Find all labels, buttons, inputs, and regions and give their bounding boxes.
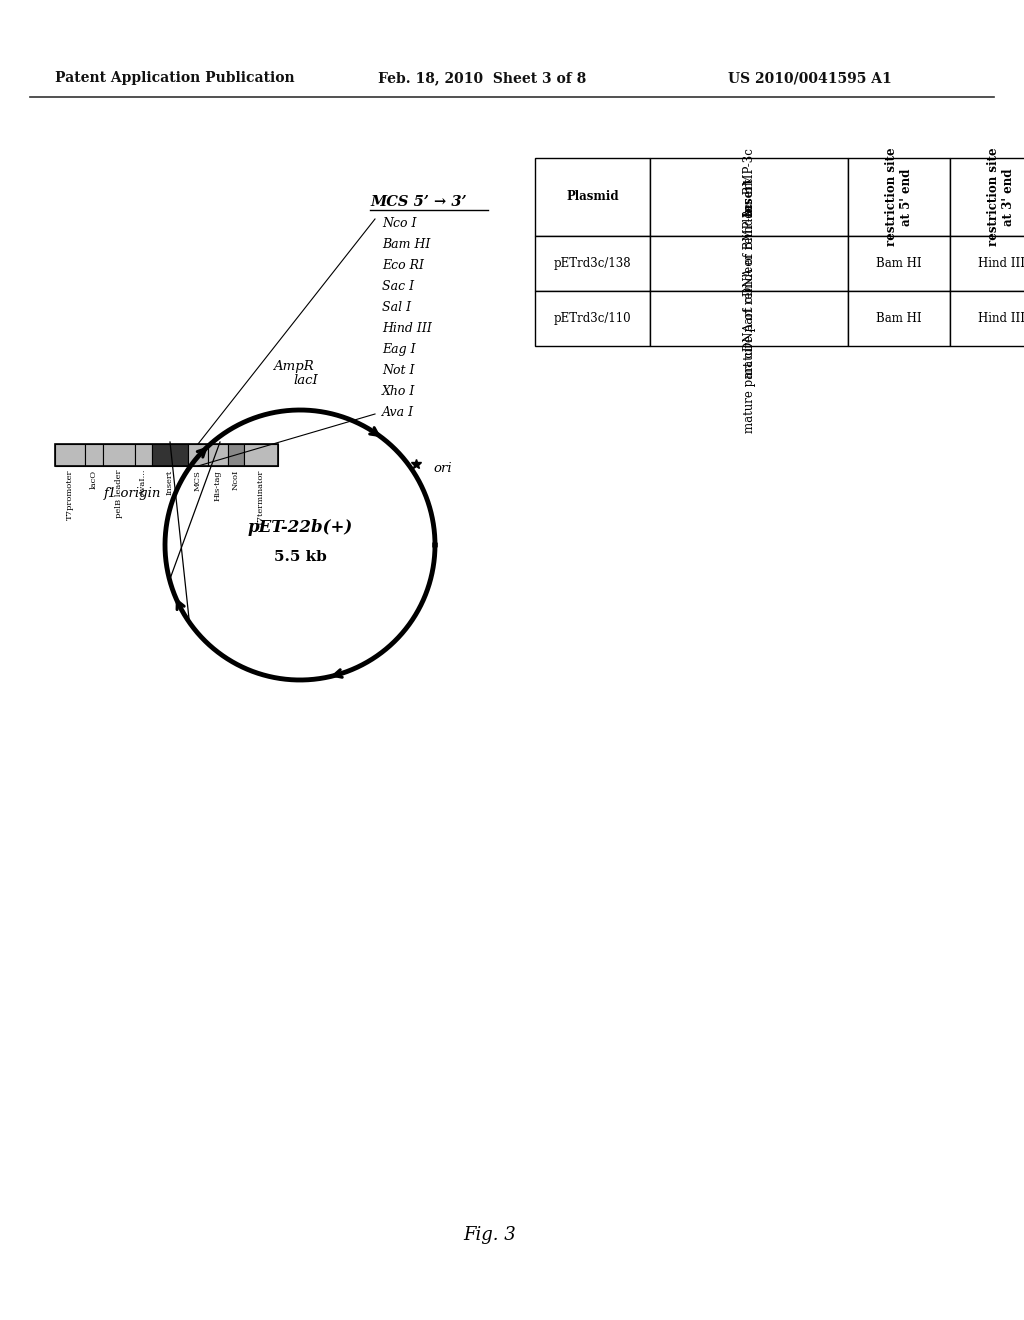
Text: Eco RI: Eco RI xyxy=(382,259,424,272)
Bar xyxy=(950,158,1024,236)
Text: lacO: lacO xyxy=(90,470,98,490)
Bar xyxy=(650,290,848,346)
Text: Sac I: Sac I xyxy=(382,280,414,293)
Text: Eag I: Eag I xyxy=(382,343,416,356)
Text: mature part cDNA of reindeer BMP-3c: mature part cDNA of reindeer BMP-3c xyxy=(742,203,756,433)
Text: Feb. 18, 2010  Sheet 3 of 8: Feb. 18, 2010 Sheet 3 of 8 xyxy=(378,71,587,84)
Text: Ava I: Ava I xyxy=(382,407,414,418)
Bar xyxy=(848,290,950,346)
Text: MCS: MCS xyxy=(194,470,202,491)
Text: Insert: Insert xyxy=(166,470,174,495)
Text: MCS 5’ → 3’: MCS 5’ → 3’ xyxy=(370,195,467,209)
Text: Insert: Insert xyxy=(742,177,756,216)
Bar xyxy=(188,444,208,466)
Text: pETrd3c/110: pETrd3c/110 xyxy=(554,312,632,325)
Bar xyxy=(535,158,650,236)
Bar xyxy=(535,290,650,346)
Bar xyxy=(848,158,950,236)
Bar xyxy=(55,444,278,466)
Text: f1 origin: f1 origin xyxy=(103,487,161,500)
Text: Hind III: Hind III xyxy=(978,312,1024,325)
Text: T7promoter: T7promoter xyxy=(66,470,74,520)
Bar xyxy=(152,444,188,466)
Bar xyxy=(103,444,135,466)
Bar xyxy=(244,444,278,466)
Text: Bam HI: Bam HI xyxy=(382,238,430,251)
Bar xyxy=(650,236,848,290)
Text: Hind III: Hind III xyxy=(978,257,1024,271)
Text: 5.5 kb: 5.5 kb xyxy=(273,550,327,564)
Text: Xho I: Xho I xyxy=(382,385,416,399)
Text: Not I: Not I xyxy=(382,364,415,378)
Text: AvaI...: AvaI... xyxy=(139,470,147,496)
Text: restriction site
at 5' end: restriction site at 5' end xyxy=(885,148,913,247)
Text: mature part cDNA of reindeer BMP-3c: mature part cDNA of reindeer BMP-3c xyxy=(742,149,756,379)
Text: Fig. 3: Fig. 3 xyxy=(464,1226,516,1243)
Text: pelB leader: pelB leader xyxy=(115,470,123,519)
Text: Bam HI: Bam HI xyxy=(877,257,922,271)
Text: Patent Application Publication: Patent Application Publication xyxy=(55,71,295,84)
Text: Nco I: Nco I xyxy=(382,216,417,230)
Bar xyxy=(208,444,228,466)
Bar xyxy=(848,236,950,290)
Bar xyxy=(650,158,848,236)
Text: US 2010/0041595 A1: US 2010/0041595 A1 xyxy=(728,71,892,84)
Text: Hind III: Hind III xyxy=(382,322,432,335)
Bar xyxy=(135,444,152,466)
Text: restriction site
at 3' end: restriction site at 3' end xyxy=(987,148,1015,247)
Text: T7terminator: T7terminator xyxy=(257,470,265,527)
Text: Plasmid: Plasmid xyxy=(566,190,618,203)
Text: pET-22b(+): pET-22b(+) xyxy=(248,519,352,536)
Bar xyxy=(85,444,103,466)
Text: His-tag: His-tag xyxy=(214,470,222,500)
Bar xyxy=(55,444,85,466)
Text: lacI: lacI xyxy=(293,374,318,387)
Text: pETrd3c/138: pETrd3c/138 xyxy=(554,257,632,271)
Bar xyxy=(535,236,650,290)
Text: Sal I: Sal I xyxy=(382,301,411,314)
Bar xyxy=(950,290,1024,346)
Text: Bam HI: Bam HI xyxy=(877,312,922,325)
Text: NcoI: NcoI xyxy=(232,470,240,490)
Text: ori: ori xyxy=(434,462,453,475)
Bar xyxy=(228,444,244,466)
Text: AmpR: AmpR xyxy=(273,360,314,374)
Bar xyxy=(950,236,1024,290)
